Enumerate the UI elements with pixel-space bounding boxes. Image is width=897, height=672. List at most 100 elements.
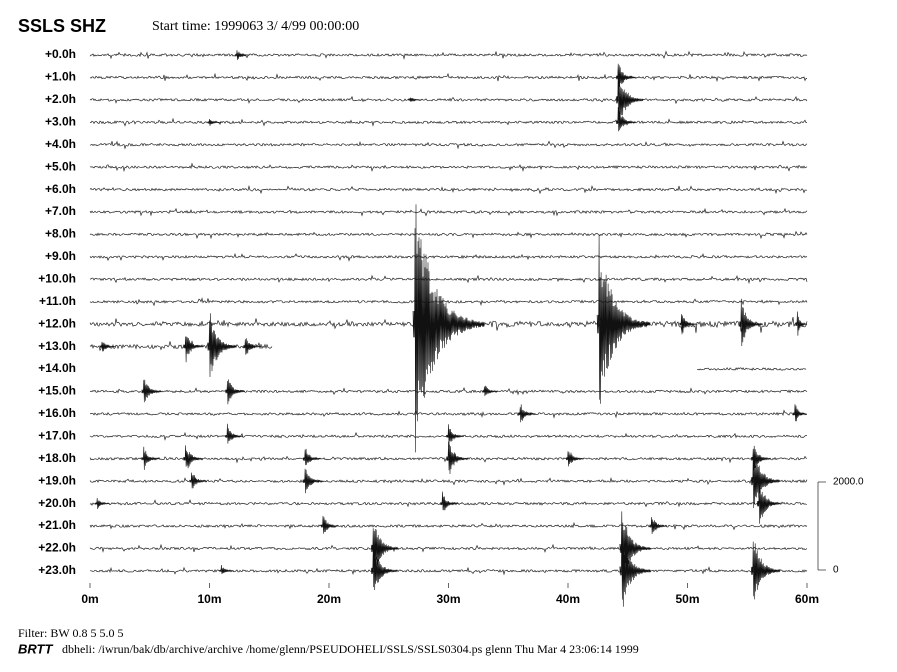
row-label: +13.0h [38, 339, 76, 353]
station: SSLS SHZ [18, 16, 106, 36]
trace [89, 230, 808, 240]
event [370, 547, 397, 591]
row-label: +0.0h [45, 47, 76, 61]
event [482, 385, 499, 397]
row-label: +3.0h [45, 114, 76, 128]
brand: BRTT [18, 641, 53, 656]
trace [89, 409, 808, 419]
row-label: +15.0h [38, 384, 76, 398]
row-label: +4.0h [45, 137, 76, 151]
row-label: +8.0h [45, 227, 76, 241]
filter: Filter: BW 0.8 5 5.0 5 [18, 626, 123, 640]
row-label: +9.0h [45, 249, 76, 263]
row-label: +6.0h [45, 182, 76, 196]
event [440, 491, 459, 511]
info: dbheli: /iwrun/bak/db/archive/archive /h… [62, 642, 639, 656]
trace [89, 117, 808, 127]
x-tick-label: 0m [81, 592, 98, 606]
event [750, 454, 781, 509]
event [565, 451, 584, 467]
event [615, 107, 636, 132]
event [141, 446, 160, 470]
event [446, 424, 465, 448]
trace [89, 253, 808, 262]
event [219, 564, 235, 575]
event [183, 445, 204, 469]
event [370, 528, 399, 573]
row-label: +20.0h [38, 496, 76, 510]
x-tick-label: 50m [675, 592, 699, 606]
trace [89, 297, 808, 307]
trace [89, 274, 808, 285]
trace [89, 140, 808, 150]
start-time: Start time: 1999063 3/ 4/99 00:00:00 [152, 19, 359, 34]
scale-label: 0 [833, 565, 839, 576]
trace [89, 184, 808, 195]
event [94, 497, 110, 510]
event [189, 472, 208, 489]
trace [89, 387, 808, 396]
row-label: +18.0h [38, 451, 76, 465]
event [795, 311, 808, 336]
row-label: +22.0h [38, 541, 76, 555]
row-label: +14.0h [38, 361, 76, 375]
row-label: +19.0h [38, 473, 76, 487]
event [408, 97, 422, 102]
event [243, 338, 262, 355]
x-tick-label: 30m [436, 592, 460, 606]
trace [89, 50, 808, 60]
trace [89, 95, 808, 105]
event [225, 379, 246, 405]
event [739, 298, 764, 347]
trace [89, 162, 808, 173]
event [141, 379, 162, 403]
event [517, 404, 536, 423]
row-label: +2.0h [45, 92, 76, 106]
row-label: +12.0h [38, 316, 76, 330]
event [302, 468, 323, 494]
event [596, 234, 651, 404]
event [649, 516, 668, 535]
event [207, 313, 237, 378]
trace [89, 476, 808, 486]
x-tick-label: 10m [197, 592, 221, 606]
event [446, 441, 469, 475]
trace [89, 521, 808, 531]
row-label: +11.0h [39, 294, 76, 308]
event [615, 68, 644, 121]
event [320, 515, 339, 534]
x-tick-label: 40m [556, 592, 580, 606]
trace [89, 207, 808, 217]
event [183, 336, 204, 363]
trace [89, 543, 808, 553]
event [615, 63, 636, 90]
row-label: +7.0h [45, 204, 76, 218]
event [619, 526, 652, 607]
trace [90, 566, 808, 576]
trace [89, 455, 808, 464]
event [234, 50, 250, 61]
event [792, 404, 807, 422]
x-tick-label: 20m [317, 592, 341, 606]
row-label: +16.0h [38, 406, 76, 420]
row-label: +5.0h [45, 159, 76, 173]
event [750, 541, 781, 600]
row-label: +21.0h [38, 518, 76, 532]
row-label: +1.0h [45, 70, 76, 84]
scale-label: 2000.0 [833, 477, 864, 488]
event [756, 485, 781, 524]
event [750, 445, 771, 471]
event [412, 204, 485, 453]
traces [89, 50, 808, 607]
event [99, 341, 116, 352]
event [619, 511, 652, 583]
trace [89, 340, 273, 352]
x-tick-label: 60m [795, 592, 819, 606]
trace [697, 367, 807, 371]
row-label: +23.0h [38, 563, 76, 577]
event [302, 448, 321, 466]
event [679, 314, 698, 335]
trace [89, 72, 808, 83]
row-label: +17.0h [38, 428, 76, 442]
